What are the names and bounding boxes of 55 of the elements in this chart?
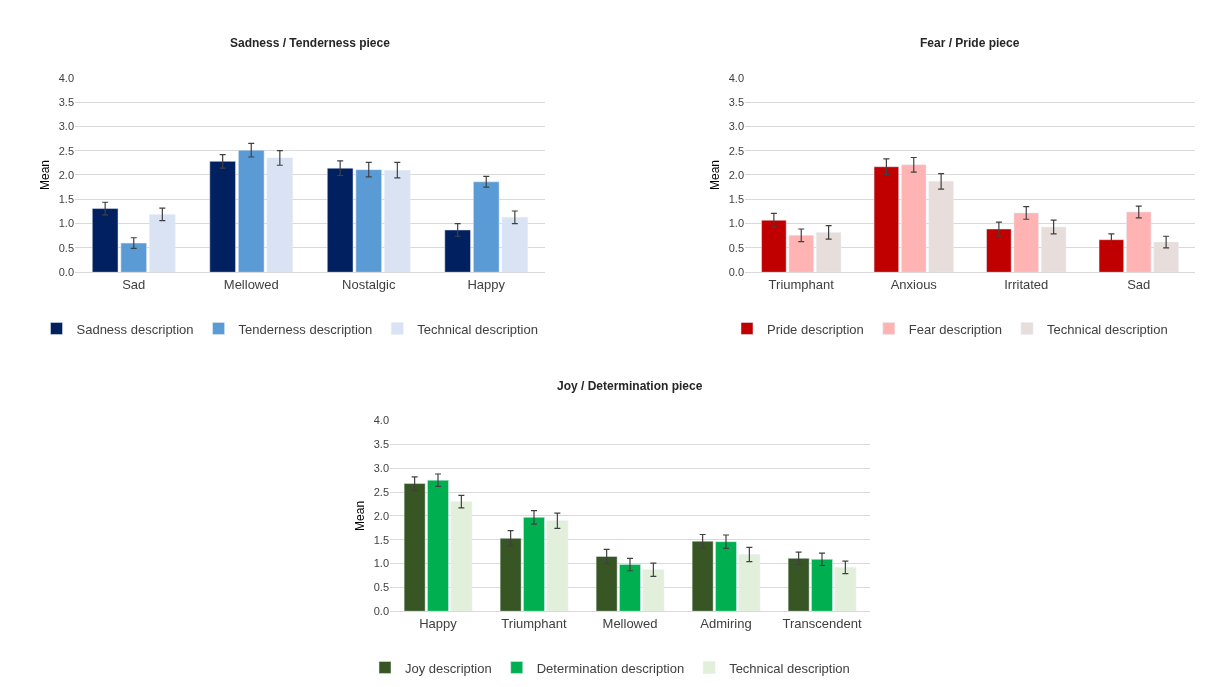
legend-label: Tenderness description [238, 321, 373, 337]
legend-label: Joy description [405, 660, 492, 676]
legend-label: Technical description [729, 660, 850, 676]
y-tick-label: 1.0 [728, 217, 744, 230]
y-tick-label: 1.0 [373, 557, 389, 570]
chart-title: Sadness / Tenderness piece [230, 36, 391, 50]
y-tick-label: 1.5 [373, 533, 389, 546]
x-tick-label: Admiring [700, 615, 752, 631]
y-tick-label: 0.5 [728, 241, 744, 254]
legend-label: Pride description [767, 321, 864, 337]
legend-label: Technical description [1047, 321, 1168, 337]
x-tick-label: Nostalgic [342, 276, 396, 292]
y-tick-label: 2.0 [373, 509, 389, 522]
x-tick-label: Triumphant [501, 615, 568, 631]
y-tick-label: 0.0 [728, 266, 744, 279]
y-tick-label: 1.0 [58, 217, 74, 230]
legend-label: Fear description [908, 321, 1003, 337]
legend-label: Technical description [417, 321, 538, 337]
y-tick-label: 3.0 [728, 120, 744, 133]
x-tick-label: Irritated [1004, 276, 1049, 292]
x-tick-label: Mellowed [602, 615, 658, 631]
x-tick-label: Mellowed [223, 276, 279, 292]
y-tick-label: 3.5 [728, 95, 744, 108]
y-axis-title: Mean [38, 159, 52, 191]
y-tick-label: 1.5 [58, 193, 74, 206]
legend-label: Determination description [536, 660, 685, 676]
x-tick-label: Happy [467, 276, 506, 292]
y-tick-label: 2.5 [373, 485, 389, 498]
x-tick-label: Sad [122, 276, 146, 292]
y-tick-label: 3.0 [373, 462, 389, 475]
y-tick-label: 2.5 [58, 144, 74, 157]
x-tick-label: Happy [419, 615, 458, 631]
y-tick-label: 1.5 [728, 193, 744, 206]
x-tick-label: Anxious [890, 276, 938, 292]
y-axis-title: Mean [353, 500, 367, 531]
y-tick-label: 0.0 [373, 605, 389, 618]
chart-title: Fear / Pride piece [920, 36, 1020, 50]
y-tick-label: 4.0 [58, 71, 74, 84]
y-tick-label: 3.0 [58, 120, 74, 133]
y-tick-label: 0.0 [58, 266, 74, 279]
y-tick-label: 2.0 [58, 168, 74, 181]
y-tick-label: 3.5 [373, 438, 389, 451]
y-tick-label: 4.0 [728, 71, 744, 84]
x-tick-label: Triumphant [768, 276, 835, 292]
chart-title: Joy / Determination piece [557, 379, 703, 393]
legend-label: Sadness description [76, 321, 194, 337]
y-tick-label: 3.5 [58, 95, 74, 108]
y-tick-label: 0.5 [373, 581, 389, 594]
y-tick-label: 4.0 [373, 414, 389, 427]
x-tick-label: Transcendent [782, 615, 862, 631]
x-tick-label: Sad [1127, 276, 1151, 292]
y-tick-label: 2.5 [728, 144, 744, 157]
y-tick-label: 2.0 [728, 168, 744, 181]
y-tick-label: 0.5 [58, 241, 74, 254]
y-axis-title: Mean [708, 159, 722, 191]
